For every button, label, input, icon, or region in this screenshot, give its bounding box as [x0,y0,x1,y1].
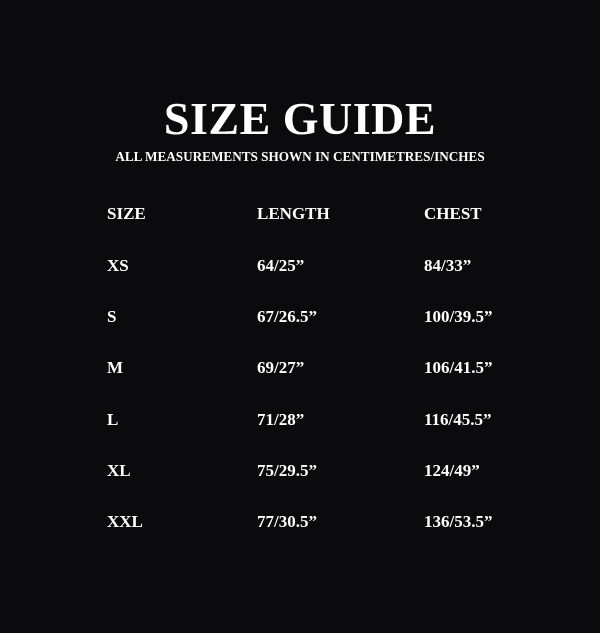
cell-size: XXL [107,512,143,531]
header-chest: CHEST [424,204,482,223]
cell-chest: 116/45.5” [424,410,492,429]
cell-length: 71/28” [257,410,305,429]
cell-size: S [107,307,117,326]
cell-length: 69/27” [257,358,305,377]
header-size: SIZE [107,204,146,223]
cell-chest: 84/33” [424,256,472,275]
cell-chest: 106/41.5” [424,358,493,377]
cell-chest: 124/49” [424,461,480,480]
table-row: XL 75/29.5” 124/49” [0,460,600,482]
table-row: M 69/27” 106/41.5” [0,357,600,379]
cell-size: M [107,358,124,377]
cell-size: XS [107,256,129,275]
subtitle: ALL MEASUREMENTS SHOWN IN CENTIMETRES/IN… [115,149,485,164]
table-header: SIZE LENGTH CHEST [0,203,600,225]
table-row: L 71/28” 116/45.5” [0,409,600,431]
cell-chest: 100/39.5” [424,307,493,326]
table-row: XS 64/25” 84/33” [0,255,600,277]
cell-length: 64/25” [257,256,305,275]
page-title: SIZE GUIDE [163,93,437,144]
cell-length: 77/30.5” [257,512,317,531]
table-row: S 67/26.5” 100/39.5” [0,306,600,328]
cell-length: 75/29.5” [257,461,317,480]
cell-size: L [107,410,119,429]
header-length: LENGTH [257,204,330,223]
cell-chest: 136/53.5” [424,512,493,531]
cell-size: XL [107,461,131,480]
table-row: XXL 77/30.5” 136/53.5” [0,511,600,533]
cell-length: 67/26.5” [257,307,317,326]
